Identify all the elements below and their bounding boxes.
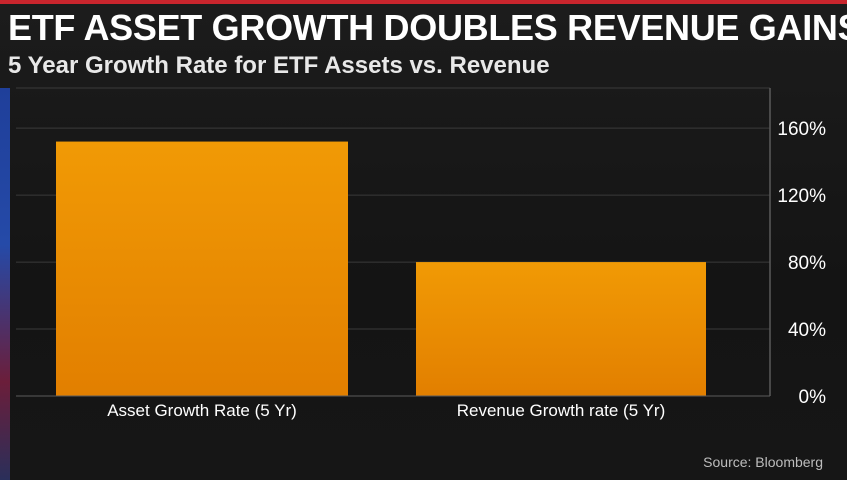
background-left-edge	[0, 88, 10, 480]
bar-revenue-growth	[416, 262, 706, 396]
chart-subtitle: 5 Year Growth Rate for ETF Assets vs. Re…	[8, 52, 550, 79]
bar-asset-growth	[56, 141, 348, 396]
x-category-label: Asset Growth Rate (5 Yr)	[107, 401, 297, 420]
y-tick-label: 120%	[777, 186, 826, 207]
y-tick-label: 40%	[788, 320, 826, 341]
source-note: Source: Bloomberg	[703, 454, 823, 470]
y-tick-label: 80%	[788, 253, 826, 274]
x-category-label: Revenue Growth rate (5 Yr)	[457, 401, 666, 420]
y-tick-label: 160%	[777, 119, 826, 140]
chart-title: ETF ASSET GROWTH DOUBLES REVENUE GAINS	[8, 7, 847, 48]
top-accent-rule	[0, 0, 847, 4]
y-tick-label: 0%	[799, 387, 827, 408]
